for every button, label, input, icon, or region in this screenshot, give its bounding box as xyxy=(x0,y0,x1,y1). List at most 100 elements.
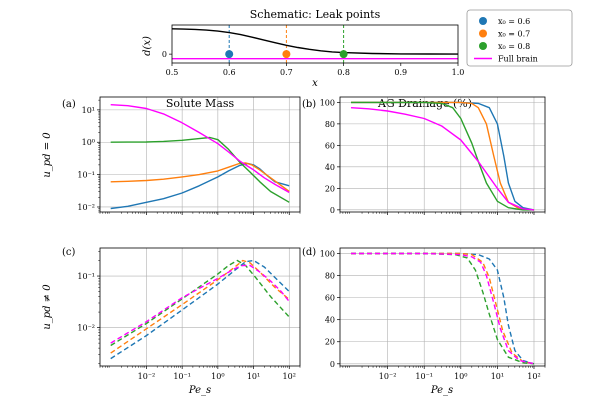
panel-d-plot xyxy=(351,252,535,365)
leak-point-marker xyxy=(339,50,348,59)
y-tick-label: 80 xyxy=(325,120,335,129)
series-line-x0-0-8 xyxy=(110,136,290,203)
series-line-x0-0-8 xyxy=(110,259,290,347)
schematic-title: Schematic: Leak points xyxy=(250,8,381,21)
y-tick-label: 60 xyxy=(325,141,335,150)
series-line-x0-0-7 xyxy=(110,162,290,193)
y-tick-label: 40 xyxy=(325,316,335,325)
panel-c-x-ticks: 10⁻² 10⁻¹ 10⁰ 10¹ 10² xyxy=(99,366,301,381)
legend-frame xyxy=(466,9,573,67)
y-tick-label: 10⁻² xyxy=(77,203,95,212)
panel-a: Solute Mass (a) 10⁻² 10⁻¹ 10⁰ 10¹ u_pd = 0 xyxy=(42,96,301,215)
x-tick-label: 10⁻¹ xyxy=(173,372,191,381)
y-tick-label: 10⁻¹ xyxy=(77,272,95,281)
schematic-x-tick-label: 0.7 xyxy=(280,68,293,77)
y-tick-label: 20 xyxy=(325,184,335,193)
schematic-frame xyxy=(171,24,459,64)
series-line-x0-0-6 xyxy=(110,259,290,360)
panel-a-x-ticks xyxy=(99,212,301,215)
panel-c: (c) 10⁻²10⁻¹ 10⁻² 10⁻¹ 10⁰ 10¹ 10² u_pd ≠ 0 … xyxy=(42,247,301,396)
legend-marker xyxy=(479,29,487,38)
y-tick-label: 20 xyxy=(325,338,335,347)
x-tick-label: 10⁻² xyxy=(138,372,156,381)
x-tick-label: 10¹ xyxy=(247,372,260,381)
x-tick-label: 10⁰ xyxy=(211,372,224,381)
y-tick-label: 100 xyxy=(320,98,335,107)
y-tick-label: 10⁻¹ xyxy=(77,171,95,180)
x-tick-label: 10² xyxy=(283,372,296,381)
schematic-x-tick-label: 0.5 xyxy=(166,68,179,77)
leak-point-marker xyxy=(282,50,291,59)
panel-c-label: (c) xyxy=(62,247,76,258)
legend-label: x₀ = 0.7 xyxy=(498,30,530,39)
panel-c-y-ticks: 10⁻² 10⁻¹ xyxy=(77,251,100,364)
series-line-full-brain xyxy=(110,104,290,194)
panel-a-title: Solute Mass xyxy=(166,97,235,110)
y-tick-label: 100 xyxy=(320,250,335,259)
series-line-x0-0-8 xyxy=(351,252,535,365)
legend-label: x₀ = 0.8 xyxy=(498,42,530,51)
x-tick-label: 10¹ xyxy=(491,372,504,381)
series-line-full-brain xyxy=(350,107,535,211)
panel-b-x-ticks xyxy=(339,212,546,215)
y-tick-label: 80 xyxy=(325,272,335,281)
panel-a-plot xyxy=(110,104,290,210)
schematic-panel: Schematic: Leak points 0.5 0.6 0.7 0.8 0.9 1.… xyxy=(142,8,464,89)
panel-d-label: (d) xyxy=(302,247,316,258)
panel-d-x-ticks: 10⁻² 10⁻¹ 10⁰ 10¹ 10² xyxy=(339,366,546,381)
panel-b-frame xyxy=(339,96,546,213)
series-line-full-brain xyxy=(110,264,290,344)
panel-c-ylabel: u_pd ≠ 0 xyxy=(42,284,53,330)
panel-a-frame xyxy=(99,96,301,213)
panel-a-ylabel: u_pd = 0 xyxy=(42,132,53,178)
legend-label: x₀ = 0.6 xyxy=(498,17,530,26)
schematic-ylabel: d(x) xyxy=(142,36,153,56)
y-tick-label: 0 xyxy=(330,206,335,215)
series-line-x0-0-7 xyxy=(351,252,535,365)
schematic-x-tick-label: 1.0 xyxy=(452,68,465,77)
schematic-x-tick-label: 0.6 xyxy=(223,68,236,77)
legend-label: Full brain xyxy=(498,55,538,64)
series-line-x0-0-8 xyxy=(351,101,534,211)
panel-c-frame xyxy=(99,247,301,367)
schematic-y-tick-label: 0 xyxy=(162,50,167,59)
schematic-x-tick-label: 0.8 xyxy=(337,68,350,77)
legend-marker xyxy=(479,42,487,50)
legend-marker xyxy=(479,17,487,25)
y-tick-label: 10¹ xyxy=(82,106,95,115)
panel-b-plot xyxy=(350,101,535,211)
y-tick-label: 40 xyxy=(325,163,335,172)
leak-point-marker xyxy=(225,50,234,59)
panel-d-frame xyxy=(339,247,546,367)
x-tick-label: 10² xyxy=(527,372,540,381)
panel-d-y-ticks: 0 20 40 60 80 100 xyxy=(320,250,340,369)
panel-b-y-ticks: 0 20 40 60 80 100 xyxy=(320,98,340,215)
y-tick-label: 0 xyxy=(330,360,335,369)
schematic-plot xyxy=(171,28,459,60)
dx-curve xyxy=(171,28,459,55)
panel-c-plot xyxy=(110,259,290,360)
x-tick-label: 10⁻¹ xyxy=(415,372,433,381)
panel-d: (d) 0 20 40 60 80 100 10⁻² 10⁻¹ 10⁰ 10¹ 10² Pe_s xyxy=(302,247,546,396)
panel-d-xlabel: Pe_s xyxy=(430,385,453,396)
series-line-full-brain xyxy=(351,252,535,365)
x-tick-label: 10⁰ xyxy=(454,372,467,381)
series-line-x0-0-7 xyxy=(110,259,290,354)
legend: x₀ = 0.6 x₀ = 0.7 x₀ = 0.8 Full brain xyxy=(466,9,573,67)
panel-a-y-ticks: 10⁻² 10⁻¹ 10⁰ 10¹ xyxy=(77,99,100,213)
x-tick-label: 10⁻² xyxy=(379,372,397,381)
panel-c-xlabel: Pe_s xyxy=(188,385,211,396)
y-tick-label: 10⁻² xyxy=(77,324,95,333)
schematic-x-tick-label: 0.9 xyxy=(394,68,407,77)
y-tick-label: 10⁰ xyxy=(82,138,95,147)
panel-b-label: (b) xyxy=(302,99,316,110)
schematic-x-ticks: 0.5 0.6 0.7 0.8 0.9 1.0 xyxy=(166,63,465,77)
schematic-y-ticks: 0 xyxy=(162,50,172,59)
legend-items: x₀ = 0.6 x₀ = 0.7 x₀ = 0.8 Full brain xyxy=(474,17,538,64)
y-tick-label: 60 xyxy=(325,294,335,303)
panel-c-grid xyxy=(100,248,300,366)
schematic-xlabel: x xyxy=(312,78,318,89)
panel-d-grid xyxy=(340,248,545,366)
